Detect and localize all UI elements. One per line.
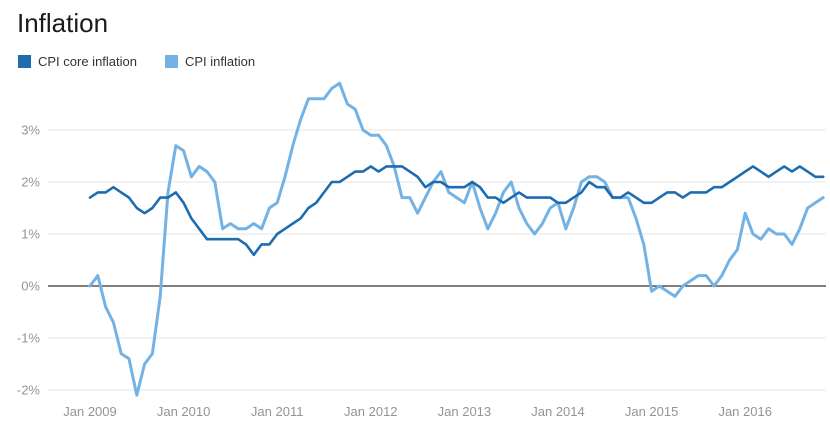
legend-item-cpi-core-inflation[interactable]: CPI core inflation — [18, 54, 137, 69]
y-axis-label: -1% — [17, 331, 41, 346]
y-axis-label: 0% — [21, 279, 40, 294]
x-axis-label: Jan 2012 — [344, 404, 398, 419]
legend-item-cpi-inflation[interactable]: CPI inflation — [165, 54, 255, 69]
x-axis-label: Jan 2014 — [531, 404, 585, 419]
x-axis-label: Jan 2013 — [438, 404, 492, 419]
y-axis-label: 1% — [21, 227, 40, 242]
cpi-inflation-swatch-icon — [165, 55, 178, 68]
chart-title: Inflation — [17, 8, 109, 38]
y-axis-label: 3% — [21, 123, 40, 138]
cpi-inflation-line — [88, 81, 825, 397]
x-axis-label: Jan 2011 — [251, 404, 304, 419]
chart-legend: CPI core inflation CPI inflation — [18, 54, 255, 69]
cpi-core-inflation-swatch-icon — [18, 55, 31, 68]
y-axis-label: 2% — [21, 175, 40, 190]
legend-label-cpi-inflation: CPI inflation — [185, 54, 256, 69]
cpi-core-inflation-line — [88, 165, 825, 257]
x-axis-label: Jan 2010 — [157, 404, 211, 419]
y-axis-label: -2% — [17, 383, 41, 398]
x-axis-label: Jan 2016 — [718, 404, 772, 419]
legend-label-cpi-core-inflation: CPI core inflation — [38, 54, 137, 69]
x-axis-label: Jan 2009 — [63, 404, 117, 419]
x-axis-label: Jan 2015 — [625, 404, 679, 419]
